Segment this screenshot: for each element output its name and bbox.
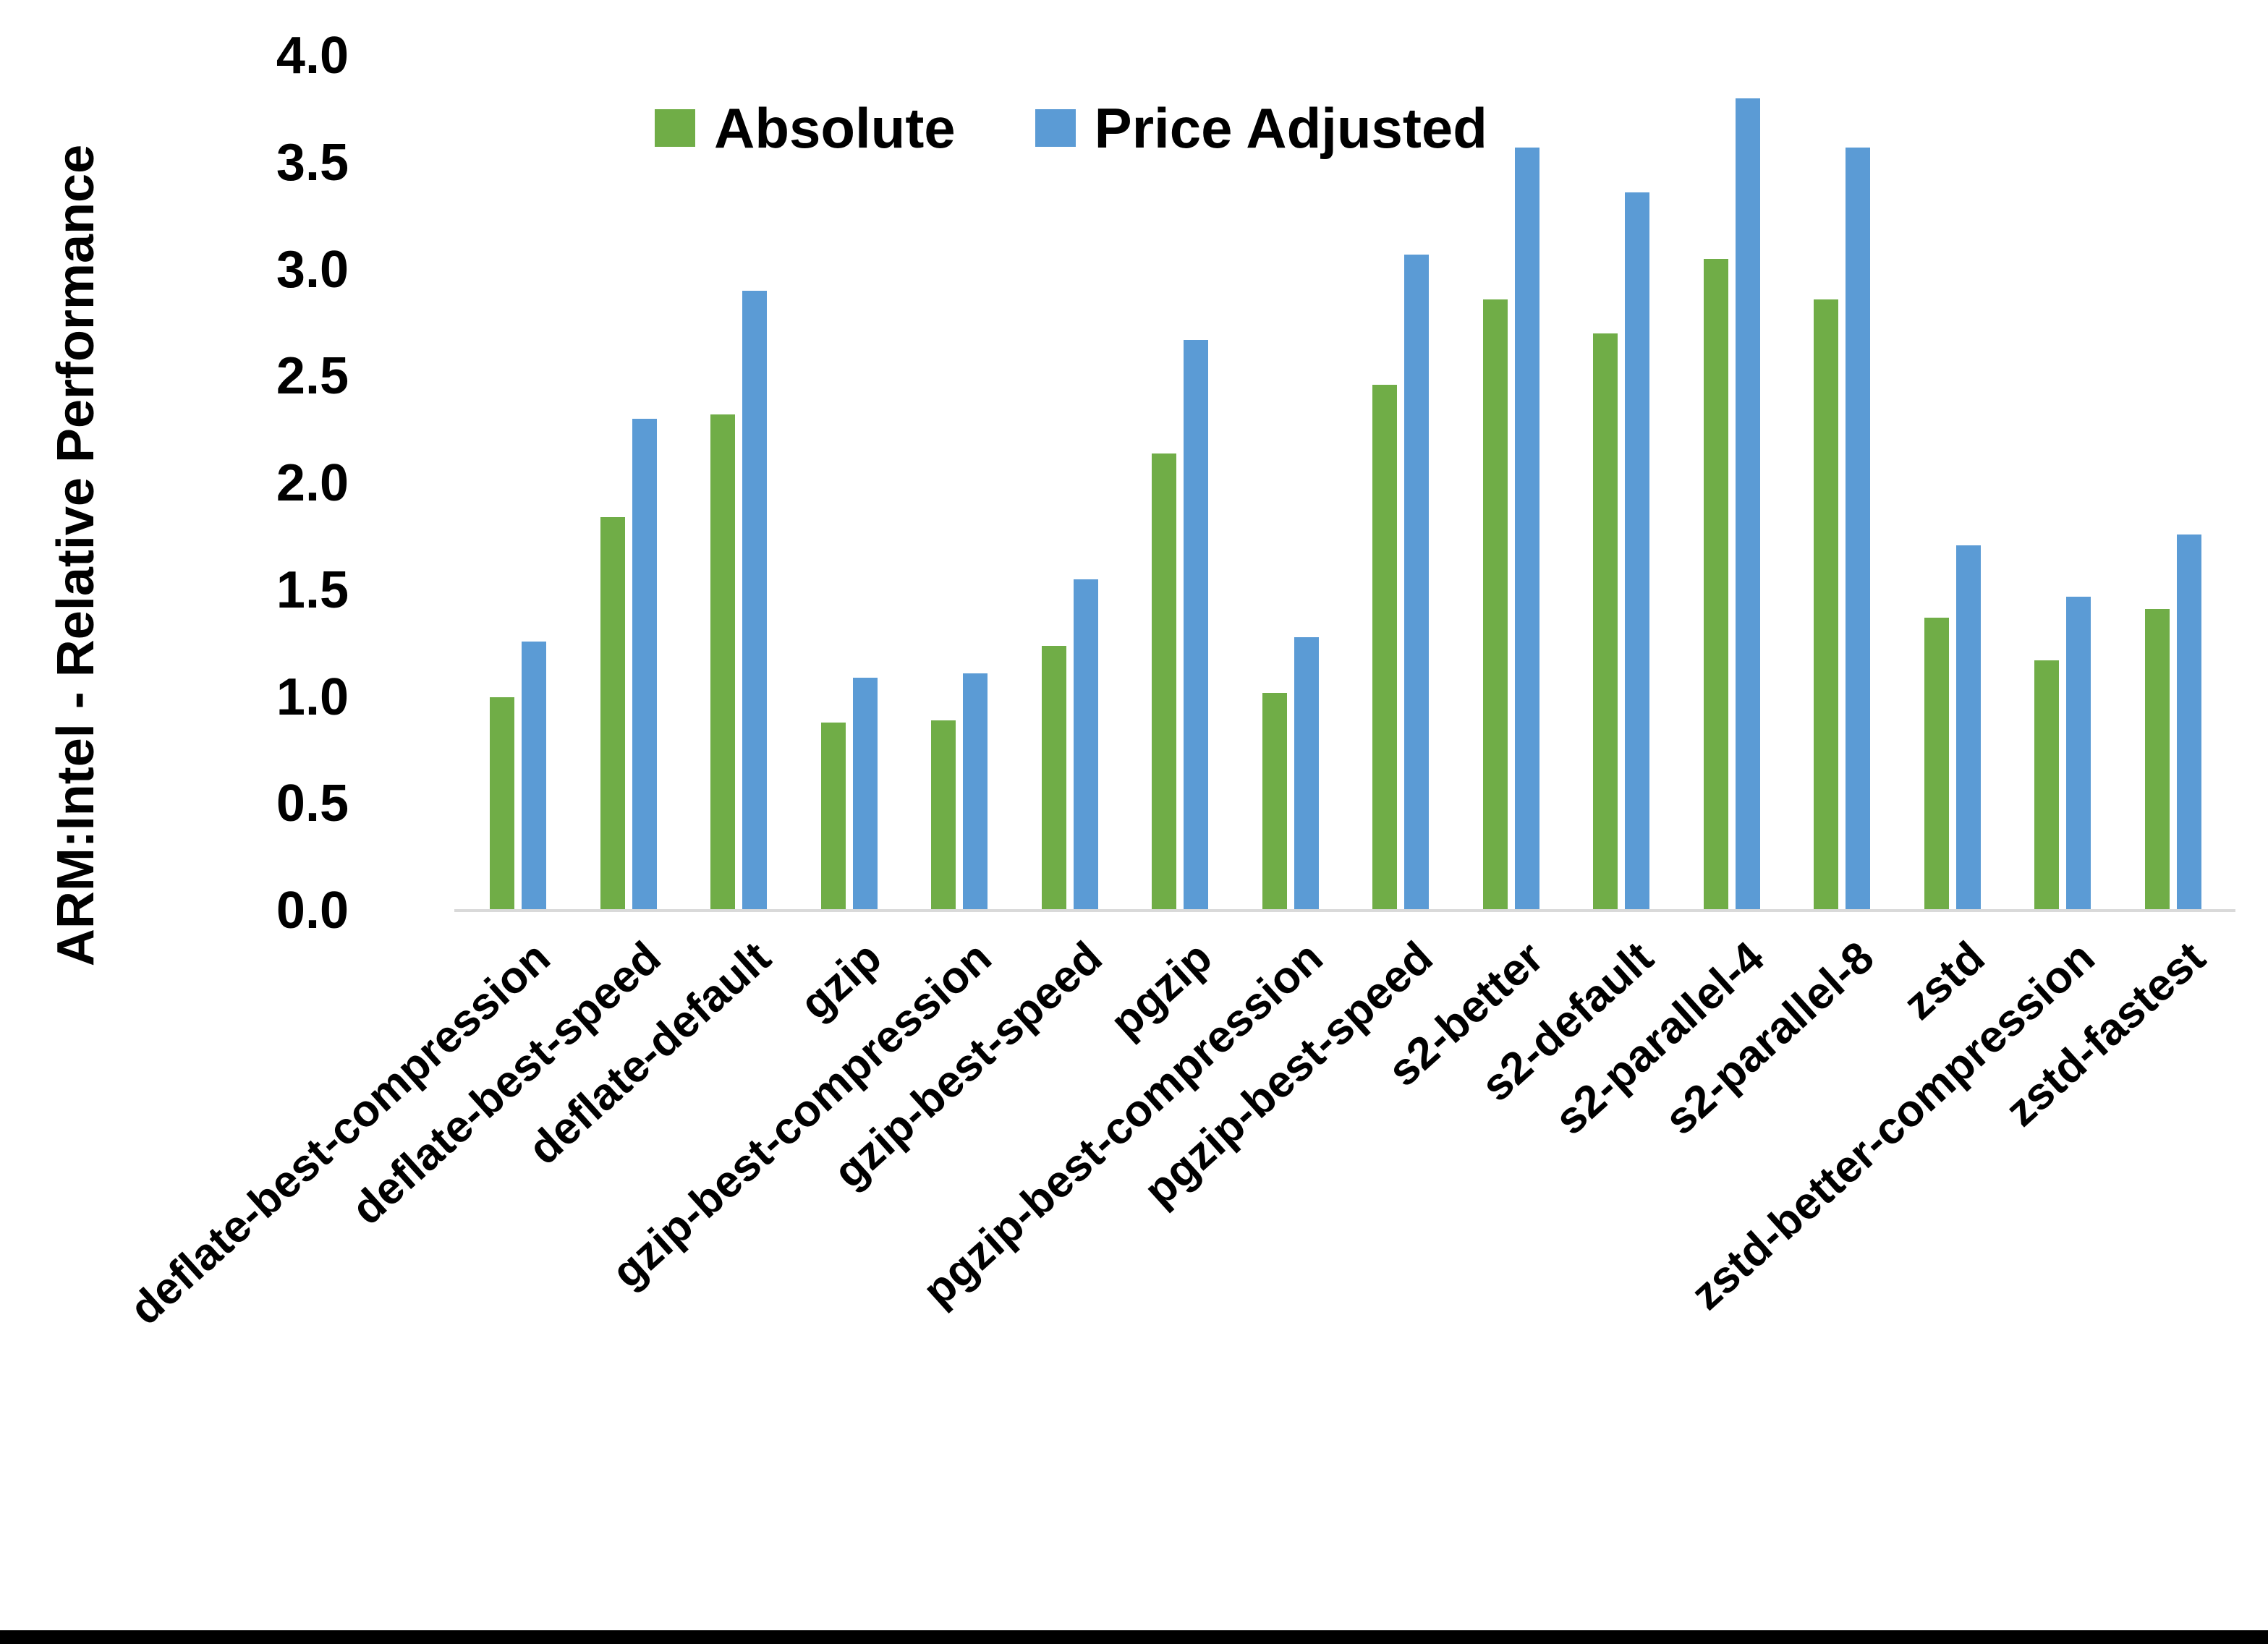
y-tick-3.5: 3.5 [276, 133, 349, 192]
legend-item-price-adjusted: Price Adjusted [1035, 100, 1487, 156]
bar-price-adjusted-pgzip [1184, 340, 1209, 911]
bar-price-adjusted-zstd-better-compression [2066, 596, 2091, 911]
bar-price-adjusted-s2-parallel-8 [1846, 148, 1871, 911]
bar-price-adjusted-zstd [1955, 545, 1981, 911]
bar-absolute-s2-default [1593, 333, 1618, 911]
bar-absolute-s2-parallel-4 [1703, 258, 1728, 911]
y-tick-1.5: 1.5 [276, 561, 349, 619]
y-tick-3.0: 3.0 [276, 240, 349, 299]
bar-absolute-zstd-better-compression [2034, 660, 2060, 911]
y-tick-2.0: 2.0 [276, 454, 349, 512]
bottom-black-bar [0, 1630, 2268, 1644]
legend-item-absolute: Absolute [655, 100, 956, 156]
y-tick-0.5: 0.5 [276, 775, 349, 833]
bar-absolute-gzip-best-speed [1041, 645, 1066, 911]
legend-label-price-adjusted: Price Adjusted [1094, 96, 1487, 160]
bar-price-adjusted-gzip [852, 677, 878, 911]
bar-absolute-deflate-best-compression [490, 697, 515, 911]
x-label-zstd: zstd [1893, 932, 1995, 1030]
bar-price-adjusted-zstd-fastest [2176, 534, 2201, 911]
legend: Absolute Price Adjusted [655, 100, 1487, 156]
bar-price-adjusted-gzip-best-speed [1073, 579, 1098, 911]
legend-label-absolute: Absolute [714, 96, 956, 160]
x-axis-line [454, 909, 2235, 912]
bar-absolute-deflate-default [710, 414, 736, 911]
bar-price-adjusted-gzip-best-compression [963, 673, 988, 911]
bar-absolute-zstd [1924, 618, 1949, 911]
y-tick-4.0: 4.0 [276, 27, 349, 85]
bar-price-adjusted-pgzip-best-compression [1294, 636, 1319, 911]
bar-absolute-gzip-best-compression [931, 720, 956, 911]
bar-absolute-pgzip-best-speed [1372, 385, 1398, 911]
bar-absolute-pgzip [1152, 453, 1177, 911]
bar-absolute-s2-better [1482, 299, 1508, 911]
bar-absolute-deflate-best-speed [600, 517, 625, 911]
bar-price-adjusted-deflate-best-compression [522, 641, 547, 911]
bar-price-adjusted-s2-better [1514, 148, 1539, 911]
bar-absolute-gzip [820, 722, 846, 911]
y-tick-2.5: 2.5 [276, 347, 349, 406]
bar-absolute-pgzip-best-compression [1262, 692, 1287, 911]
bar-absolute-zstd-fastest [2144, 609, 2170, 911]
bar-price-adjusted-s2-parallel-4 [1735, 98, 1760, 911]
y-tick-0.0: 0.0 [276, 882, 349, 940]
bar-absolute-s2-parallel-8 [1814, 299, 1839, 911]
legend-swatch-absolute-icon [655, 109, 695, 147]
x-label-deflate-best-compression: deflate-best-compression [120, 932, 560, 1335]
legend-swatch-price-adjusted-icon [1035, 109, 1076, 147]
bar-price-adjusted-deflate-default [742, 291, 768, 911]
bar-price-adjusted-pgzip-best-speed [1404, 254, 1430, 911]
bar-price-adjusted-deflate-best-speed [632, 419, 657, 911]
y-tick-1.0: 1.0 [276, 668, 349, 726]
x-label-gzip: gzip [790, 932, 891, 1030]
bar-price-adjusted-s2-default [1625, 192, 1650, 911]
